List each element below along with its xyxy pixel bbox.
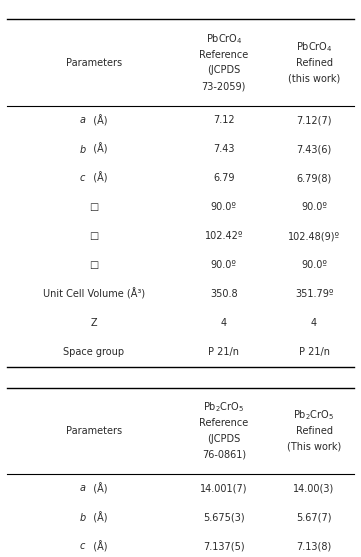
Text: 73-2059): 73-2059) <box>202 81 246 91</box>
Text: (Å): (Å) <box>87 173 107 184</box>
Text: Pb$_2$CrO$_5$: Pb$_2$CrO$_5$ <box>293 408 335 422</box>
Text: 7.43: 7.43 <box>213 144 235 154</box>
Text: Space group: Space group <box>63 347 125 357</box>
Text: 350.8: 350.8 <box>210 289 238 299</box>
Text: 5.675(3): 5.675(3) <box>203 512 245 522</box>
Text: Parameters: Parameters <box>66 58 122 67</box>
Text: 7.12(7): 7.12(7) <box>296 115 332 125</box>
Text: 90.0º: 90.0º <box>301 202 327 212</box>
Text: P 21/n: P 21/n <box>208 347 239 357</box>
Text: 90.0º: 90.0º <box>211 260 237 270</box>
Text: Reference: Reference <box>199 50 248 60</box>
Text: (Å): (Å) <box>87 512 107 523</box>
Text: 7.137(5): 7.137(5) <box>203 541 245 551</box>
Text: 7.13(8): 7.13(8) <box>296 541 332 551</box>
Text: (Å): (Å) <box>87 144 107 155</box>
Text: PbCrO$_4$: PbCrO$_4$ <box>296 40 332 54</box>
Text: (this work): (this work) <box>288 74 340 83</box>
Text: P 21/n: P 21/n <box>299 347 330 357</box>
Text: 6.79(8): 6.79(8) <box>296 173 332 183</box>
Text: 14.00(3): 14.00(3) <box>293 483 335 494</box>
Text: 4: 4 <box>311 318 317 328</box>
Text: (This work): (This work) <box>287 442 341 451</box>
Text: 90.0º: 90.0º <box>301 260 327 270</box>
Text: □: □ <box>89 260 99 270</box>
Text: (JCPDS: (JCPDS <box>207 66 240 75</box>
Text: 6.79: 6.79 <box>213 173 235 183</box>
Text: □: □ <box>89 231 99 241</box>
Text: 102.42º: 102.42º <box>205 231 243 241</box>
Text: Reference: Reference <box>199 418 248 428</box>
Text: 14.001(7): 14.001(7) <box>200 483 248 494</box>
Text: $a$: $a$ <box>79 483 87 494</box>
Text: Parameters: Parameters <box>66 426 122 436</box>
Text: $c$: $c$ <box>79 173 87 183</box>
Text: (Å): (Å) <box>87 483 107 494</box>
Text: 102.48(9)º: 102.48(9)º <box>288 231 340 241</box>
Text: Refined: Refined <box>296 58 332 67</box>
Text: 351.79º: 351.79º <box>295 289 333 299</box>
Text: □: □ <box>89 202 99 212</box>
Text: PbCrO$_4$: PbCrO$_4$ <box>205 32 242 46</box>
Text: Z: Z <box>91 318 97 328</box>
Text: $b$: $b$ <box>79 143 87 155</box>
Text: 5.67(7): 5.67(7) <box>296 512 332 522</box>
Text: $b$: $b$ <box>79 511 87 524</box>
Text: 76-0861): 76-0861) <box>202 449 246 459</box>
Text: (Å): (Å) <box>87 541 107 552</box>
Text: Unit Cell Volume (Å³): Unit Cell Volume (Å³) <box>43 289 145 300</box>
Text: Refined: Refined <box>296 426 332 436</box>
Text: 7.43(6): 7.43(6) <box>296 144 332 154</box>
Text: (Å): (Å) <box>87 115 107 126</box>
Text: 90.0º: 90.0º <box>211 202 237 212</box>
Text: Pb$_2$CrO$_5$: Pb$_2$CrO$_5$ <box>203 400 244 414</box>
Text: $a$: $a$ <box>79 115 87 125</box>
Text: $c$: $c$ <box>79 541 87 551</box>
Text: (JCPDS: (JCPDS <box>207 434 240 443</box>
Text: 4: 4 <box>221 318 227 328</box>
Text: 7.12: 7.12 <box>213 115 235 125</box>
